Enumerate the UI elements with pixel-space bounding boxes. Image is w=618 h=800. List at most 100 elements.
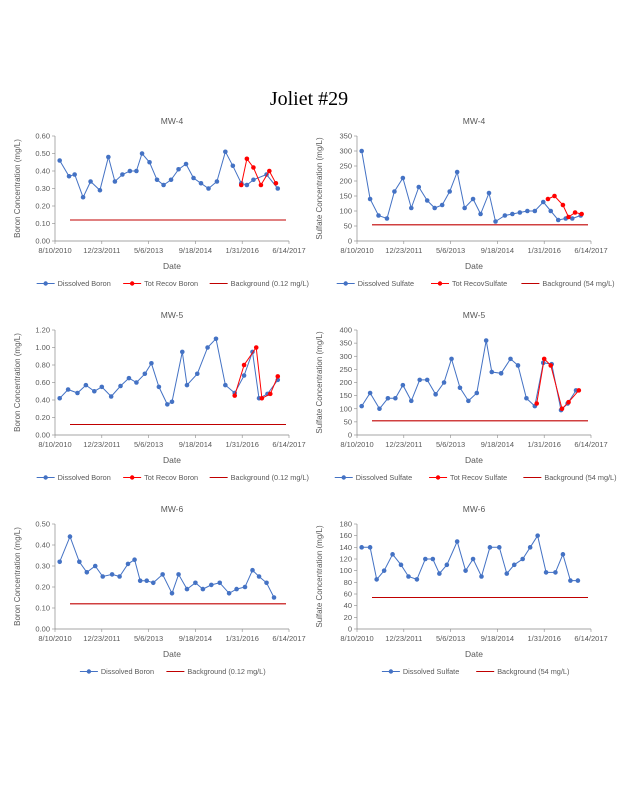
data-point	[66, 173, 72, 179]
data-point	[183, 161, 189, 167]
data-point	[176, 166, 181, 172]
data-point	[206, 186, 211, 191]
data-point	[466, 398, 471, 404]
data-point	[100, 574, 106, 579]
y-axis-label: Boron Concentration (mg/L)	[13, 527, 22, 626]
data-point	[75, 390, 80, 396]
chart-mw5-boron: MW-5 0.00 0.20 0.40 0.60 0.80 1.00 1.20 8/10/201…	[13, 310, 309, 482]
data-point	[437, 571, 442, 576]
y-tick-label: 250	[339, 162, 352, 171]
data-point	[406, 574, 411, 579]
data-point	[125, 561, 131, 567]
x-tick-label: 6/14/2017	[574, 634, 607, 643]
data-point	[213, 336, 219, 342]
y-tick-label: 0	[348, 625, 352, 634]
data-point	[264, 580, 269, 586]
legend-label: Dissolved Sulfate	[358, 279, 414, 288]
y-tick-label: 250	[339, 365, 352, 374]
data-point	[532, 208, 538, 214]
data-point	[244, 182, 250, 188]
data-point	[579, 211, 584, 217]
x-tick-label: 6/14/2017	[574, 440, 607, 449]
x-tick-label: 5/6/2013	[436, 246, 465, 255]
x-tick-label: 5/6/2013	[436, 634, 465, 643]
data-point	[359, 545, 364, 550]
series-line	[234, 346, 279, 400]
x-tick-label: 1/31/2016	[226, 634, 259, 643]
data-point	[511, 562, 517, 568]
data-point	[385, 395, 391, 401]
data-point	[510, 211, 515, 217]
x-tick-label: 9/18/2014	[481, 440, 514, 449]
data-point	[209, 582, 214, 588]
series-line	[240, 157, 277, 187]
x-tick-label: 12/23/2011	[385, 440, 422, 449]
data-point	[576, 388, 582, 393]
x-tick-label: 1/31/2016	[226, 440, 259, 449]
data-point	[504, 571, 510, 576]
legend-label: Background (54 mg/L)	[497, 667, 569, 676]
y-tick-label: 0.10	[35, 219, 50, 228]
data-point	[520, 556, 525, 562]
data-point	[400, 382, 406, 388]
data-point	[381, 568, 387, 573]
y-tick-label: 120	[339, 555, 352, 564]
data-point	[398, 562, 404, 568]
x-tick-label: 5/6/2013	[134, 246, 163, 255]
data-point	[486, 190, 492, 196]
chart-mw6-boron: MW-6 0.00 0.10 0.20 0.30 0.40 0.50 8/10/2010 12/…	[13, 504, 306, 676]
x-axis-label: Date	[163, 261, 181, 271]
data-point	[275, 374, 281, 379]
series-line	[536, 357, 580, 410]
data-point	[478, 211, 483, 217]
x-tick-label: 5/6/2013	[134, 634, 163, 643]
data-point	[226, 591, 232, 596]
data-point	[367, 390, 373, 396]
data-point	[251, 177, 256, 183]
data-point	[139, 151, 145, 156]
data-point	[200, 586, 206, 592]
data-point	[234, 586, 239, 592]
y-tick-label: 0.40	[35, 396, 50, 405]
y-tick-label: 0	[348, 237, 352, 246]
data-point	[552, 193, 557, 199]
data-point	[244, 156, 250, 162]
chart-title: MW-4	[463, 116, 486, 126]
data-point	[161, 182, 166, 188]
chart-title: MW-5	[161, 310, 184, 320]
y-tick-label: 0.30	[35, 184, 50, 193]
x-tick-label: 8/10/2010	[38, 634, 71, 643]
data-point	[259, 395, 265, 401]
y-axis-label: Sulfate Concentration (mg/L)	[315, 525, 324, 628]
chart-mw5-sulfate: MW-5 0 50 100 150 200 250 300 350 400 8/10/2010 12/…	[315, 310, 617, 482]
legend-swatch-marker	[341, 475, 346, 480]
x-tick-label: 8/10/2010	[38, 440, 71, 449]
data-point	[253, 345, 259, 350]
data-point	[441, 380, 447, 385]
y-tick-label: 0.40	[35, 541, 50, 550]
data-point	[433, 392, 438, 397]
data-point	[454, 169, 460, 175]
y-tick-label: 0.30	[35, 562, 50, 571]
data-point	[424, 377, 430, 383]
data-point	[165, 402, 170, 407]
y-tick-label: 100	[339, 566, 352, 575]
y-tick-label: 0.20	[35, 202, 50, 211]
data-point	[457, 385, 463, 391]
data-point	[57, 158, 62, 163]
y-tick-label: 350	[339, 339, 352, 348]
data-point	[543, 570, 549, 575]
data-point	[384, 216, 390, 221]
x-tick-label: 1/31/2016	[528, 634, 561, 643]
data-point	[553, 570, 558, 575]
x-tick-label: 9/18/2014	[481, 634, 514, 643]
data-point	[57, 395, 62, 401]
data-point	[479, 574, 484, 579]
data-point	[462, 205, 467, 211]
data-point	[108, 394, 114, 399]
data-point	[223, 149, 228, 155]
legend-label: Background (54 mg/L)	[544, 473, 616, 482]
data-point	[367, 196, 373, 202]
data-point	[191, 175, 196, 181]
data-point	[214, 179, 220, 184]
